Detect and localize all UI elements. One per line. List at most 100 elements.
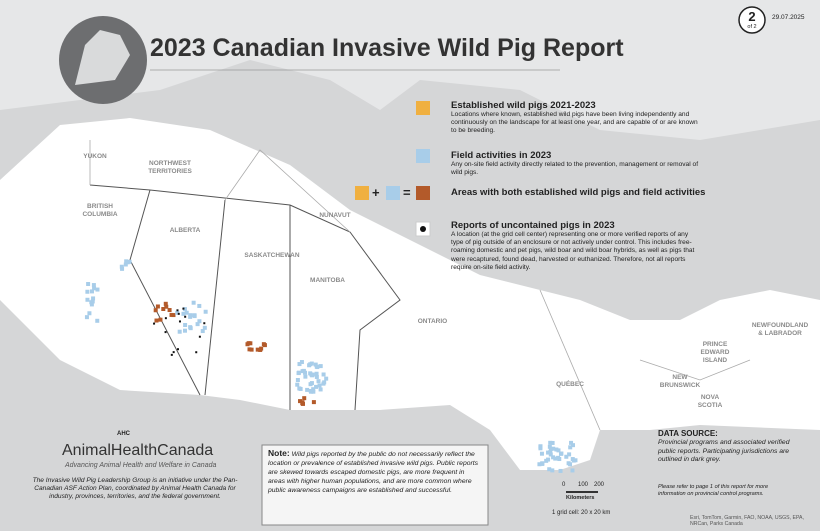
grid-cell — [197, 319, 202, 324]
attribution: Esri, TomTom, Garmin, FAO, NOAA, USGS, E… — [690, 515, 804, 527]
grid-cell — [164, 331, 167, 334]
territory-borders — [89, 140, 751, 431]
grid-cell — [558, 468, 563, 473]
grid-cell — [85, 289, 90, 294]
land — [0, 118, 820, 470]
grid-cell — [556, 455, 561, 460]
grid-cell — [313, 362, 318, 367]
grid-cell — [539, 451, 544, 456]
logo-badge: AHC — [117, 431, 130, 437]
grid-cell — [182, 307, 187, 312]
grid-cell — [298, 386, 303, 391]
grid-cell — [167, 308, 172, 313]
legend-plus: + — [372, 185, 380, 200]
grid-cell — [170, 353, 173, 356]
legend-item: Areas with both established wild pigs an… — [451, 187, 731, 198]
region-label: ALBERTA — [169, 227, 201, 234]
grid-cell — [164, 317, 167, 320]
grid-cell — [158, 317, 163, 322]
legend-text: A location (at the grid cell center) rep… — [451, 231, 695, 271]
grid-cell — [92, 286, 97, 291]
grid-cell — [311, 389, 316, 394]
grid-cell — [178, 320, 181, 323]
grid-cell — [564, 454, 569, 459]
grid-cell — [85, 297, 90, 302]
legend-field — [416, 149, 430, 163]
grid-cell — [86, 282, 91, 287]
legend-both-a — [355, 186, 369, 200]
grid-cell — [154, 318, 159, 323]
grid-cell — [318, 364, 323, 369]
grid-cell — [175, 310, 180, 315]
grid-cell — [177, 312, 180, 315]
grid-cell — [321, 381, 326, 386]
region-label: ONTARIO — [417, 318, 448, 325]
grid-cell — [537, 462, 542, 467]
grid-cell — [89, 302, 94, 307]
pig-icon — [75, 30, 130, 85]
data-source-title: DATA SOURCE: — [658, 429, 718, 438]
region-label: NUNAVUT — [319, 212, 351, 219]
scale-tick-label: 200 — [594, 482, 605, 488]
grid-cell — [169, 312, 174, 317]
grid-cell — [551, 455, 556, 460]
logo-name: AnimalHealthCanada — [62, 442, 214, 459]
grid-cell — [84, 315, 89, 320]
grid-cell — [540, 461, 545, 466]
grid-cell — [261, 342, 266, 347]
region-label: NEW BRUNSWICK — [659, 374, 701, 389]
grid-cell — [550, 440, 555, 445]
grid-cell — [299, 360, 304, 365]
page-number: 2 — [748, 9, 756, 24]
grid-cell — [548, 440, 553, 445]
grid-cell — [296, 371, 301, 376]
grid-cell — [303, 374, 308, 379]
grid-cell — [314, 374, 319, 379]
region-label: YUKON — [83, 153, 107, 160]
grid-cell — [195, 351, 198, 354]
legend-text: Any on-site field activity directly rela… — [451, 161, 699, 177]
grid-cell — [300, 401, 305, 406]
page-total: of 2 — [747, 24, 757, 30]
page-badge — [738, 6, 766, 34]
region-label: NORTHWEST TERRITORIES — [148, 160, 192, 175]
grid-cell — [570, 468, 575, 473]
grid-cell — [547, 444, 552, 449]
grid-cell — [548, 452, 553, 457]
grid-cell — [191, 300, 196, 305]
grid-cell-note: 1 grid cell: 20 x 20 km — [552, 510, 611, 516]
grid-cells — [84, 259, 578, 473]
region-label: NEWFOUNDLAND & LABRADOR — [751, 322, 809, 337]
grid-cell — [554, 447, 559, 452]
grid-cell — [568, 462, 573, 467]
grid-cell — [321, 372, 326, 377]
legend-title: Areas with both established wild pigs an… — [451, 187, 706, 198]
grid-cell — [538, 446, 543, 451]
grid-cell — [176, 348, 179, 351]
grid-cell — [559, 451, 564, 456]
grid-cell — [314, 371, 319, 376]
grid-cell — [305, 387, 310, 392]
grid-cell — [249, 347, 254, 352]
grid-cell — [181, 311, 186, 316]
grid-cell — [295, 378, 300, 383]
legend-both-c — [416, 186, 430, 200]
grid-cell — [311, 387, 316, 392]
grid-cell — [310, 373, 315, 378]
grid-cell — [255, 347, 260, 352]
grid-cell — [192, 314, 197, 319]
grid-cell — [538, 444, 543, 449]
grid-cell — [153, 322, 156, 325]
grid-cell — [177, 329, 182, 334]
note-text: Wild pigs reported by the public do not … — [268, 451, 479, 494]
grid-cell — [164, 304, 169, 309]
grid-cell — [308, 362, 313, 367]
grid-cell — [161, 307, 166, 312]
grid-cell — [546, 450, 551, 455]
title: 2023 Canadian Invasive Wild Pig Report — [150, 34, 624, 62]
scale-unit: Kilometers — [566, 495, 595, 501]
grid-cell — [153, 308, 158, 313]
grid-cell — [308, 371, 313, 376]
